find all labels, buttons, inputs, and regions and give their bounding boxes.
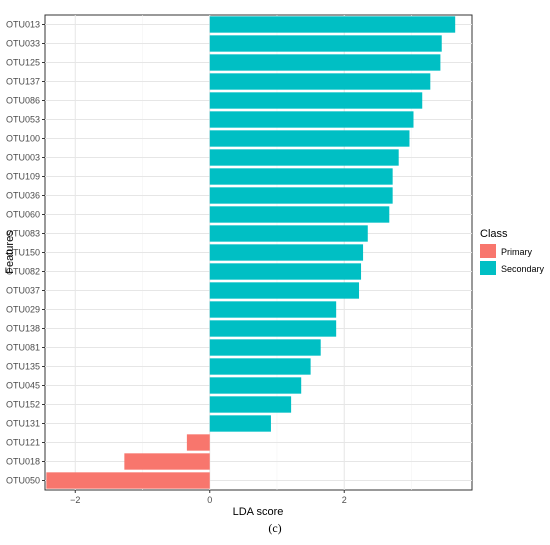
bar-otu018 [124, 453, 210, 470]
bar-otu036 [209, 187, 393, 204]
y-tick-label-otu109: OTU109 [6, 172, 40, 182]
bar-otu037 [209, 282, 360, 299]
bar-otu081 [209, 339, 321, 356]
bar-otu082 [209, 263, 362, 280]
bar-otu152 [209, 396, 292, 413]
bar-otu121 [186, 434, 210, 451]
bar-otu125 [209, 54, 441, 71]
y-tick-label-otu018: OTU018 [6, 457, 40, 467]
y-tick-label-otu083: OTU083 [6, 229, 40, 239]
y-tick-label-otu137: OTU137 [6, 77, 40, 87]
x-tick-label: 0 [207, 495, 212, 505]
bar-otu083 [209, 225, 368, 242]
y-tick-label-otu086: OTU086 [6, 96, 40, 106]
bar-otu013 [209, 16, 456, 33]
y-tick-label-otu050: OTU050 [6, 476, 40, 486]
bar-otu045 [209, 377, 302, 394]
y-tick-label-otu060: OTU060 [6, 210, 40, 220]
bar-otu131 [209, 415, 271, 432]
y-tick-label-otu081: OTU081 [6, 343, 40, 353]
y-tick-label-otu125: OTU125 [6, 58, 40, 68]
bar-otu086 [209, 92, 423, 109]
y-tick-label-otu053: OTU053 [6, 115, 40, 125]
y-tick-label-otu131: OTU131 [6, 419, 40, 429]
y-tick-label-otu121: OTU121 [6, 438, 40, 448]
bar-otu150 [209, 244, 364, 261]
legend-label-secondary: Secondary [501, 264, 545, 274]
y-tick-label-otu003: OTU003 [6, 153, 40, 163]
x-tick-labels: −2 0 2 [70, 490, 347, 505]
y-tick-label-otu036: OTU036 [6, 191, 40, 201]
bar-otu053 [209, 111, 414, 128]
y-tick-label-otu152: OTU152 [6, 400, 40, 410]
y-tick-label-otu138: OTU138 [6, 324, 40, 334]
bars-group [46, 16, 456, 489]
y-axis-title: Features [4, 230, 16, 274]
y-tick-label-otu029: OTU029 [6, 305, 40, 315]
x-axis-title: LDA score [233, 506, 284, 518]
bar-otu060 [209, 206, 390, 223]
y-tick-label-otu150: OTU150 [6, 248, 40, 258]
legend: Class Primary Secondary [480, 228, 545, 275]
bar-otu029 [209, 301, 337, 318]
figure-caption: (c) [268, 521, 282, 535]
legend-title: Class [480, 228, 508, 240]
bar-otu003 [209, 149, 399, 166]
legend-swatch-primary [480, 244, 496, 258]
bar-otu100 [209, 130, 410, 147]
y-tick-label-otu045: OTU045 [6, 381, 40, 391]
y-tick-label-otu082: OTU082 [6, 267, 40, 277]
bar-otu137 [209, 73, 431, 90]
bar-otu033 [209, 35, 442, 52]
legend-swatch-secondary [480, 261, 496, 275]
y-tick-label-otu100: OTU100 [6, 134, 40, 144]
bar-otu050 [46, 472, 210, 489]
y-tick-label-otu037: OTU037 [6, 286, 40, 296]
x-tick-label: −2 [70, 495, 80, 505]
y-tick-label-otu013: OTU013 [6, 20, 40, 30]
legend-label-primary: Primary [501, 247, 532, 257]
y-tick-label-otu033: OTU033 [6, 39, 40, 49]
bar-otu135 [209, 358, 311, 375]
bar-otu138 [209, 320, 337, 337]
y-tick-label-otu135: OTU135 [6, 362, 40, 372]
x-tick-label: 2 [342, 495, 347, 505]
y-tick-labels: OTU013 OTU033 OTU125 OTU137 OTU086 OTU053 OTU1… [6, 20, 45, 486]
bar-otu109 [209, 168, 393, 185]
